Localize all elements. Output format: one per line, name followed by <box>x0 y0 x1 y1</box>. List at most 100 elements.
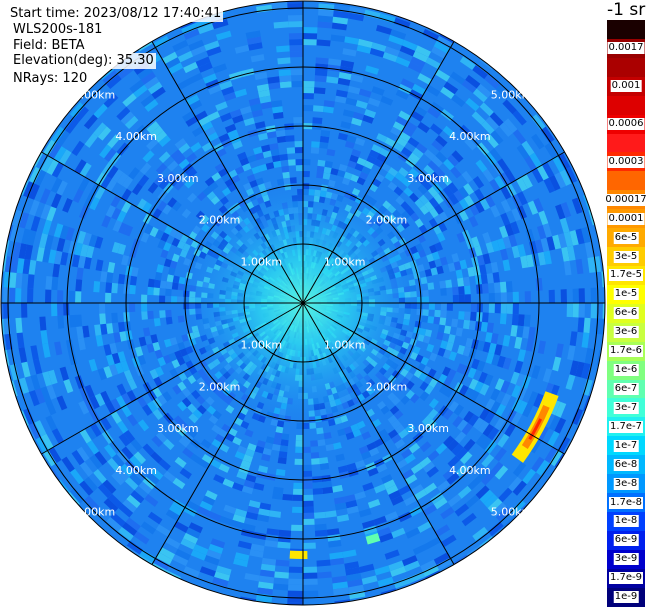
scan-cell <box>114 362 124 374</box>
scan-cell <box>289 177 297 184</box>
scan-cell <box>195 210 205 220</box>
scan-cell <box>454 503 470 517</box>
scan-cell <box>494 303 501 314</box>
scan-cell <box>552 156 565 173</box>
scan-cell <box>395 89 410 100</box>
scan-cell <box>76 267 84 280</box>
scan-cell <box>155 366 165 377</box>
scan-cell <box>303 422 310 429</box>
scan-cell <box>548 289 555 303</box>
scan-cell <box>153 174 165 186</box>
scan-cell <box>155 229 165 240</box>
scan-cell <box>244 572 260 582</box>
scan-cell <box>196 377 206 387</box>
scan-cell <box>404 453 416 465</box>
scan-cell <box>531 168 544 184</box>
scan-cell <box>56 130 71 147</box>
scan-cell <box>165 57 181 70</box>
scan-cell <box>149 368 159 380</box>
scan-cell <box>118 433 131 447</box>
scan-cell <box>482 232 492 244</box>
scan-cell <box>89 423 102 437</box>
scan-cell <box>21 228 31 245</box>
scan-cell <box>514 360 524 374</box>
scan-cell <box>535 459 550 476</box>
scan-cell <box>82 325 90 338</box>
scan-cell <box>218 205 228 214</box>
scan-cell <box>236 471 248 480</box>
scan-cell <box>185 527 201 539</box>
scan-cell <box>253 482 265 491</box>
scan-cell <box>215 30 232 41</box>
scan-cell <box>408 442 421 454</box>
scan-cell <box>323 100 335 108</box>
scan-cell <box>107 457 121 472</box>
scan-cell <box>344 561 360 570</box>
scan-cell <box>45 276 53 290</box>
scan-cell <box>510 324 518 337</box>
scan-cell <box>303 171 310 178</box>
colorbar-tick-label: 0.0006 <box>607 118 645 131</box>
scan-cell <box>222 478 235 488</box>
scan-cell <box>455 327 464 337</box>
scan-cell <box>30 215 41 232</box>
scan-cell <box>312 487 324 495</box>
scan-cell <box>472 526 489 541</box>
scan-cell <box>453 261 462 271</box>
scan-cell <box>76 326 84 339</box>
scan-cell <box>44 234 54 250</box>
scan-cell <box>162 354 172 365</box>
scan-cell <box>504 223 515 237</box>
scan-cell <box>257 183 266 191</box>
scan-cell <box>343 426 353 435</box>
scan-cell <box>244 429 254 438</box>
scan-cell <box>471 236 480 248</box>
scan-cell <box>139 549 156 563</box>
scan-cell <box>371 86 385 96</box>
scan-cell <box>323 166 332 174</box>
scan-cell <box>205 378 214 388</box>
scan-cell <box>491 239 501 252</box>
scan-cell <box>429 123 443 136</box>
scan-cell <box>472 65 489 80</box>
scan-cell <box>526 254 535 268</box>
scan-cell <box>220 112 233 123</box>
scan-cell <box>144 76 160 90</box>
scan-cell <box>279 81 292 89</box>
scan-cell <box>118 222 128 235</box>
scan-cell <box>186 167 198 179</box>
scan-cell <box>508 234 518 248</box>
scan-cell <box>316 39 331 47</box>
colorbar-tick-label: 0.00017 <box>604 193 647 206</box>
colorbar-tick-label: 3e-6 <box>613 326 639 339</box>
scan-cell <box>267 76 280 84</box>
scan-cell <box>412 346 421 355</box>
scan-cell <box>291 81 303 88</box>
scan-cell <box>166 274 174 283</box>
scan-cell <box>69 314 77 328</box>
scan-cell <box>392 121 405 132</box>
scan-cell <box>436 331 444 341</box>
scan-cell <box>129 303 136 313</box>
scan-cell <box>412 147 424 159</box>
scan-cell <box>346 462 357 472</box>
scan-cell <box>93 122 107 137</box>
scan-cell <box>272 112 284 120</box>
scan-cell <box>535 277 543 291</box>
scan-cell <box>345 567 361 576</box>
scan-cell <box>387 167 399 177</box>
colorbar-segment: 1e-8 <box>607 511 645 531</box>
scan-cell <box>102 69 118 85</box>
scan-cell <box>372 418 382 428</box>
scan-cell <box>401 177 412 188</box>
scan-cell <box>491 354 501 367</box>
scan-cell <box>21 361 31 378</box>
scan-cell <box>426 253 435 263</box>
scan-cell <box>398 167 409 178</box>
scan-cell <box>567 245 576 261</box>
scan-cell <box>351 117 363 127</box>
scan-cell <box>111 471 125 486</box>
scan-cell <box>83 476 98 492</box>
scan-cell <box>375 24 392 35</box>
scan-cell <box>517 314 525 327</box>
